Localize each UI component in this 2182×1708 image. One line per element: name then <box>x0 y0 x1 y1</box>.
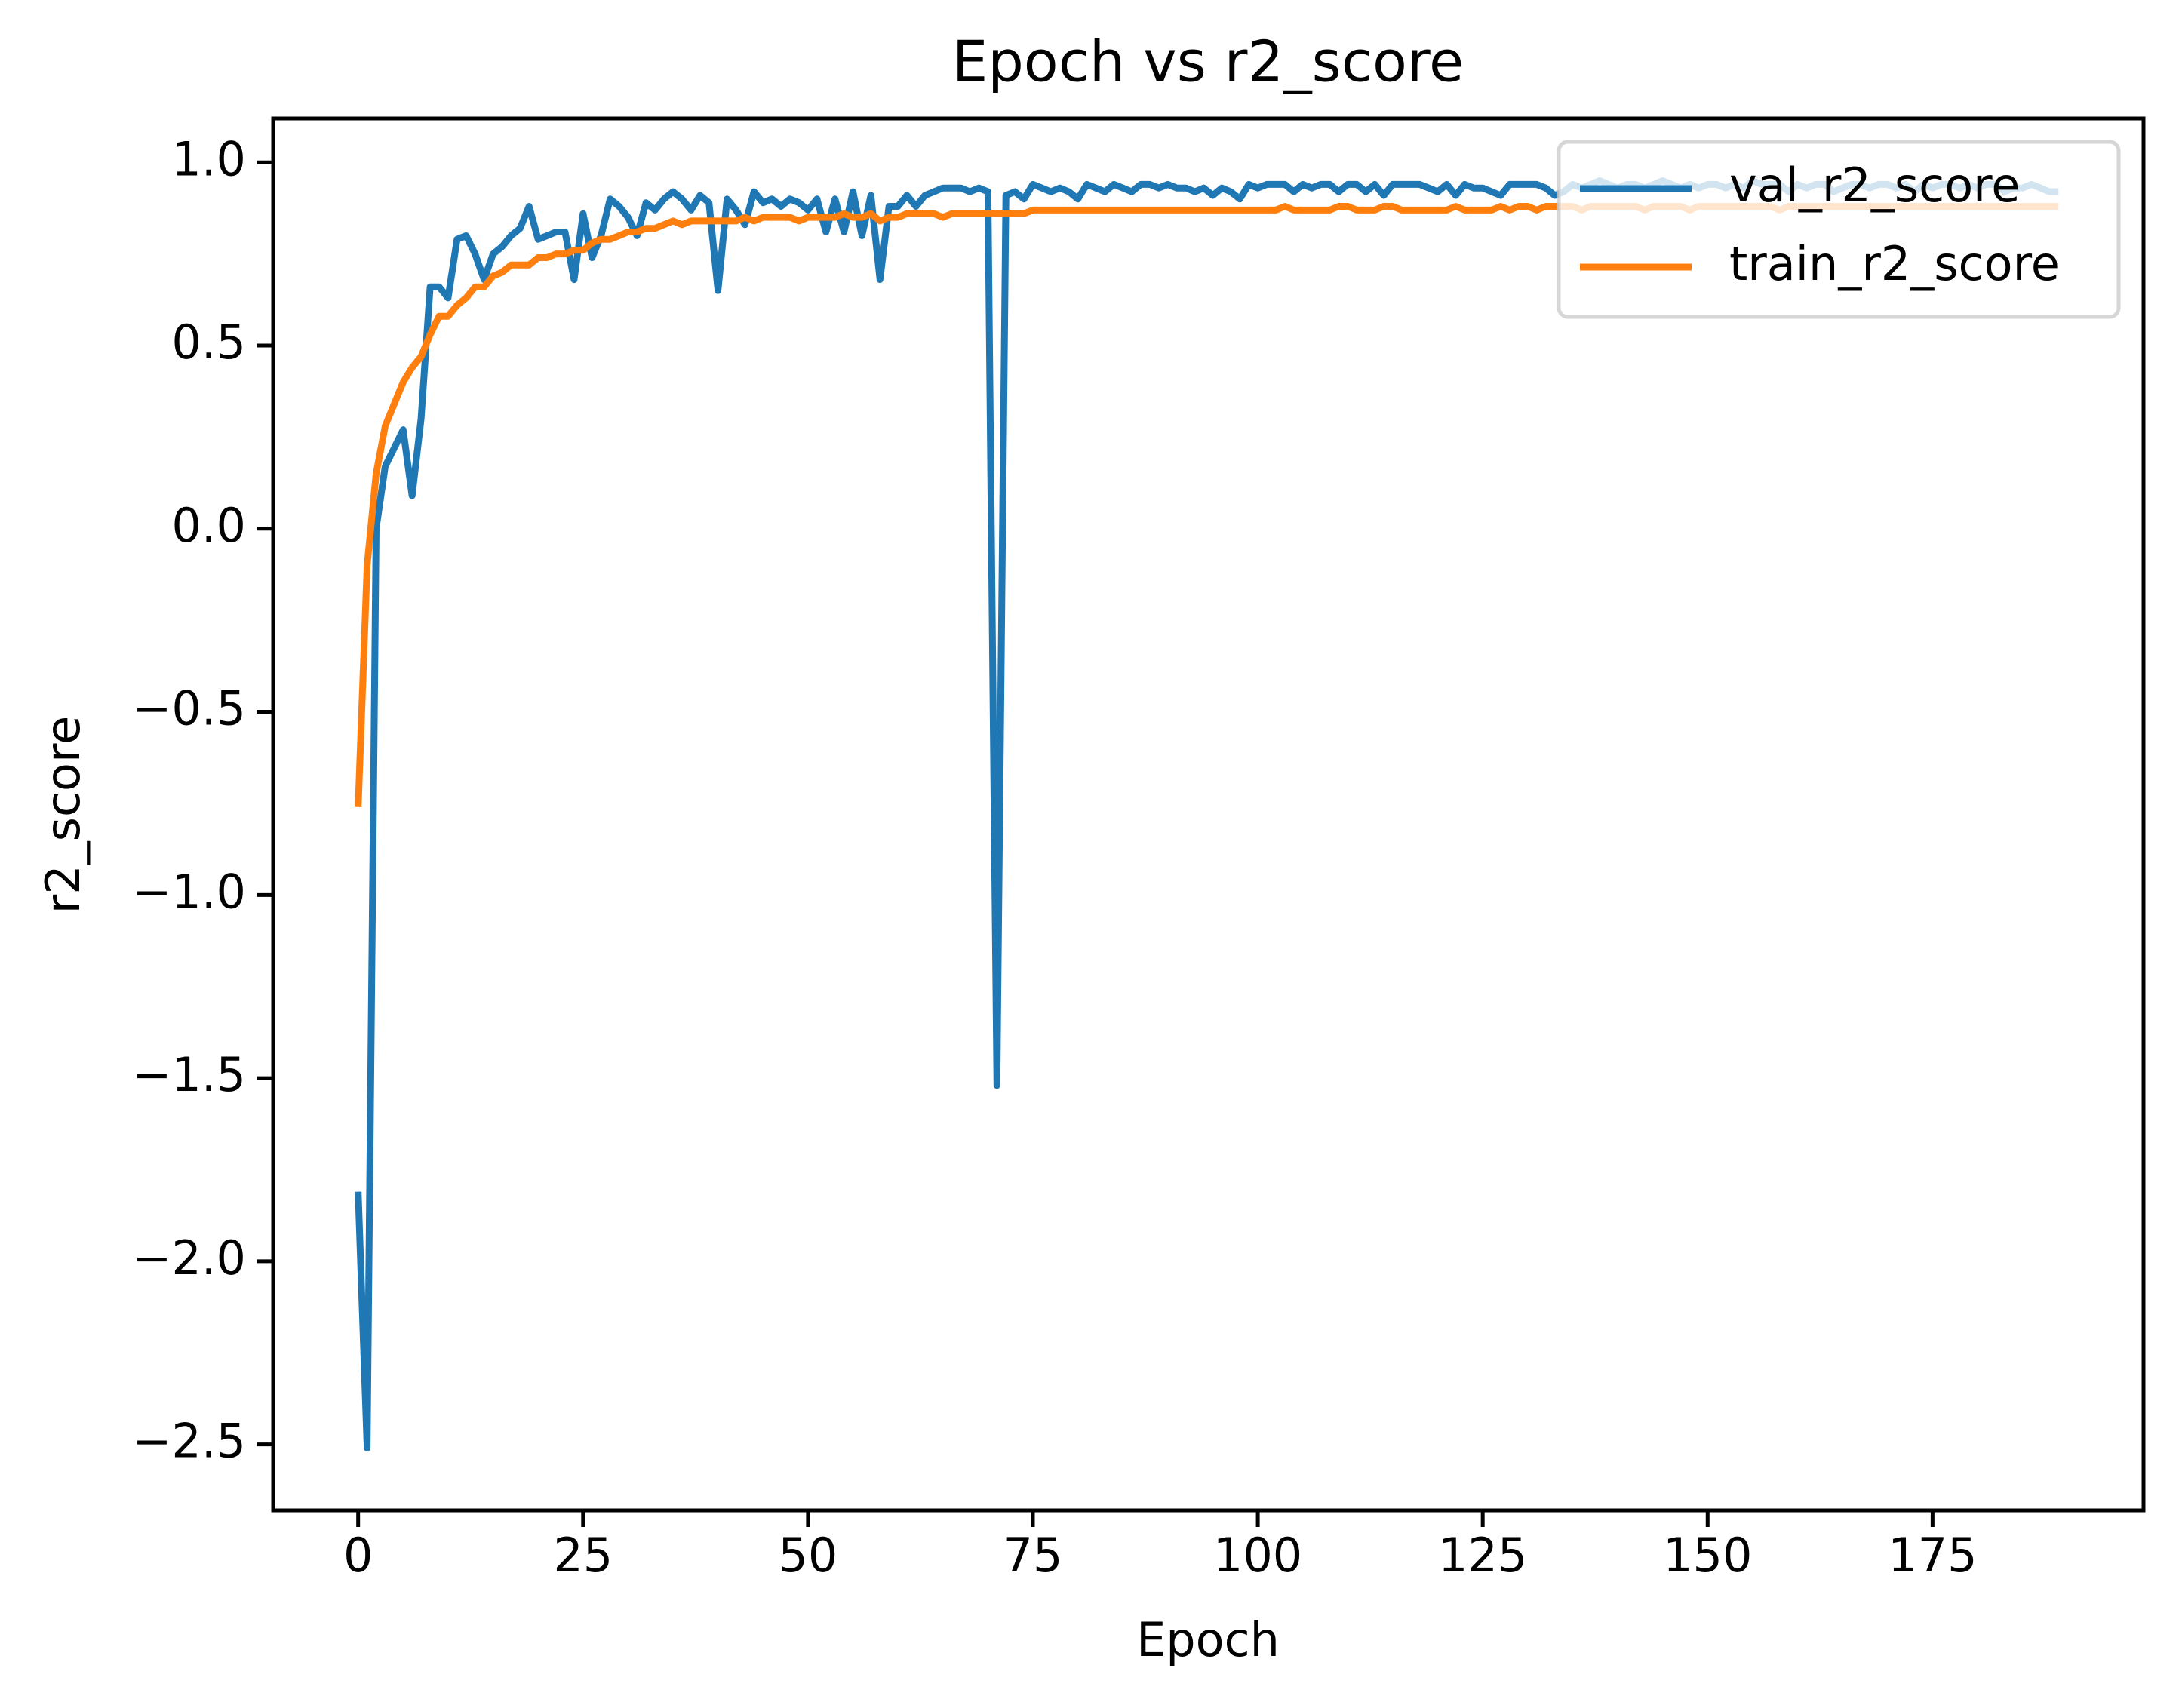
y-tick-label: −2.5 <box>132 1414 246 1469</box>
x-tick-label: 175 <box>1888 1528 1977 1583</box>
y-tick-label: −1.0 <box>132 864 246 919</box>
legend-label: train_r2_score <box>1729 236 2060 291</box>
x-axis-label: Epoch <box>1136 1612 1280 1667</box>
y-tick-label: 0.0 <box>171 498 246 553</box>
plot-frame <box>271 116 2146 1513</box>
y-tick-label: 1.0 <box>171 131 246 186</box>
legend-box <box>1557 140 2121 319</box>
chart-title: Epoch vs r2_score <box>952 29 1464 95</box>
y-tick-label: −1.5 <box>132 1047 246 1102</box>
x-tick-label: 150 <box>1663 1528 1752 1583</box>
legend-label: val_r2_score <box>1729 158 2020 213</box>
x-tick-label: 75 <box>1003 1528 1063 1583</box>
y-axis-label: r2_score <box>35 716 91 914</box>
data-line <box>355 177 2059 1451</box>
x-tick-label: 50 <box>778 1528 837 1583</box>
y-tick-label: −0.5 <box>132 681 246 736</box>
y-tick-label: −2.0 <box>132 1230 246 1286</box>
x-tick-label: 100 <box>1213 1528 1302 1583</box>
x-tick-label: 0 <box>343 1528 373 1583</box>
x-tick-label: 125 <box>1438 1528 1527 1583</box>
y-tick-label: 0.5 <box>171 315 246 370</box>
x-tick-label: 25 <box>553 1528 613 1583</box>
